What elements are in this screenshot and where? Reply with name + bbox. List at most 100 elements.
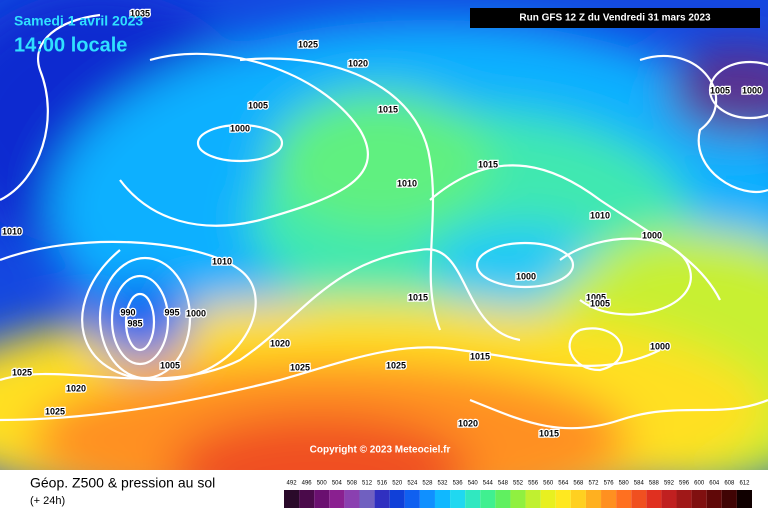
isobar-label: 1000	[230, 123, 250, 133]
scale-swatch	[510, 490, 526, 508]
scale-swatch	[314, 490, 330, 508]
color-scale: 492 496 500 504 508 512 516 520 524 528 532 536 540 5…	[284, 481, 752, 508]
scale-swatch	[434, 490, 451, 508]
isobar-label: 1025	[298, 39, 318, 49]
scale-swatch	[329, 490, 345, 508]
isobar-label: 1005	[248, 100, 268, 110]
isobar-label: 1000	[642, 230, 662, 240]
run-info: Run GFS 12 Z du Vendredi 31 mars 2023	[519, 13, 711, 24]
scale-swatch	[374, 490, 390, 508]
scale-tick-label: 524	[407, 481, 418, 487]
scale-tick-label: 600	[694, 481, 705, 487]
scale-tick-label: 572	[588, 481, 599, 487]
scale-swatch	[601, 490, 617, 508]
scale-tick-label: 508	[347, 481, 358, 487]
legend-title: Géop. Z500 & pression au sol	[30, 475, 215, 491]
isobars	[0, 13, 768, 430]
isobar-label: 1025	[12, 367, 32, 377]
isobar-label: 990	[120, 307, 135, 317]
isobar-label: 1020	[270, 338, 290, 348]
scale-tick-label: 496	[302, 481, 313, 487]
scale-swatch	[555, 490, 571, 508]
scale-swatch	[631, 490, 647, 508]
scale-tick-label: 556	[528, 481, 539, 487]
scale-tick-label: 548	[498, 481, 509, 487]
isobar-label: 1010	[397, 178, 417, 188]
time: 14:00 locale	[14, 34, 127, 56]
scale-swatch	[570, 490, 586, 508]
scale-swatch	[389, 490, 405, 508]
scale-tick-label: 588	[649, 481, 660, 487]
scale-tick-label: 564	[558, 481, 569, 487]
isobar-label: 1015	[478, 159, 498, 169]
scale-swatch	[736, 490, 752, 508]
date: Samedi 1 avril 2023	[14, 13, 143, 29]
scale-swatch	[706, 490, 722, 508]
scale-tick-label: 492	[287, 481, 298, 487]
scale-swatch	[616, 490, 632, 508]
scale-tick-label: 580	[619, 481, 630, 487]
isobar-label: 1000	[516, 271, 536, 281]
scale-swatch	[419, 490, 435, 508]
isobar-labels: 1035 1025 1020 1005 1000 1015 1015 1010 1010 1000…	[1, 7, 764, 440]
isobar-label: 1020	[66, 383, 86, 393]
legend-subtitle: (+ 24h)	[30, 495, 65, 507]
isobar-label: 1005	[586, 292, 606, 302]
isobar-label: 1010	[212, 256, 232, 266]
run-info-box	[470, 8, 760, 28]
isobar-label: 1005	[160, 360, 180, 370]
scale-swatch	[480, 490, 496, 508]
scale-tick-label: 568	[573, 481, 584, 487]
isobar-label: 1000	[186, 308, 206, 318]
scale-swatch	[465, 490, 481, 508]
isobar-label: 1000	[742, 85, 762, 95]
scale-tick-label: 604	[709, 481, 720, 487]
scale-tick-label: 596	[679, 481, 690, 487]
scale-swatch	[721, 490, 737, 508]
isobar-label: 1015	[470, 351, 490, 361]
scale-tick-label: 612	[739, 481, 750, 487]
scale-swatch	[359, 490, 375, 508]
scale-tick-label: 512	[362, 481, 373, 487]
scale-tick-label: 584	[634, 481, 645, 487]
scale-swatch	[344, 490, 360, 508]
scale-tick-label: 540	[468, 481, 479, 487]
isobar-label: 1005	[590, 298, 610, 308]
isobar-label: 1025	[386, 360, 406, 370]
isobar-label: 1010	[590, 210, 610, 220]
scale-swatch	[676, 490, 692, 508]
scale-tick-label: 576	[604, 481, 615, 487]
scale-swatch	[585, 490, 602, 508]
isobar-label: 1015	[539, 428, 559, 438]
scale-swatch	[540, 490, 556, 508]
scale-tick-label: 544	[483, 481, 494, 487]
isobar-label: 1025	[290, 362, 310, 372]
isobar-label: 1025	[45, 406, 65, 416]
scale-swatch	[404, 490, 420, 508]
scale-tick-label: 532	[438, 481, 449, 487]
scale-tick-label: 516	[377, 481, 388, 487]
isobar-label: 995	[164, 307, 179, 317]
isobar-label: 1020	[348, 58, 368, 68]
scale-tick-label: 536	[453, 481, 464, 487]
isobar-label: 1020	[458, 418, 478, 428]
scale-swatch	[495, 490, 511, 508]
scale-tick-label: 528	[422, 481, 433, 487]
isobar-label: 1015	[378, 104, 398, 114]
scale-tick-label: 608	[724, 481, 735, 487]
copyright: Copyright © 2023 Meteociel.fr	[310, 445, 451, 456]
isobar-label: 1015	[408, 292, 428, 302]
scale-tick-label: 560	[543, 481, 554, 487]
scale-tick-label: 592	[664, 481, 675, 487]
scale-swatch	[284, 490, 300, 508]
scale-swatch	[525, 490, 541, 508]
scale-tick-label: 520	[392, 481, 403, 487]
scale-swatch	[661, 490, 677, 508]
isobar-label: 1010	[2, 226, 22, 236]
isobar-label: 1005	[710, 85, 730, 95]
scale-swatch	[299, 490, 315, 508]
isobar-label: 1000	[650, 341, 670, 351]
